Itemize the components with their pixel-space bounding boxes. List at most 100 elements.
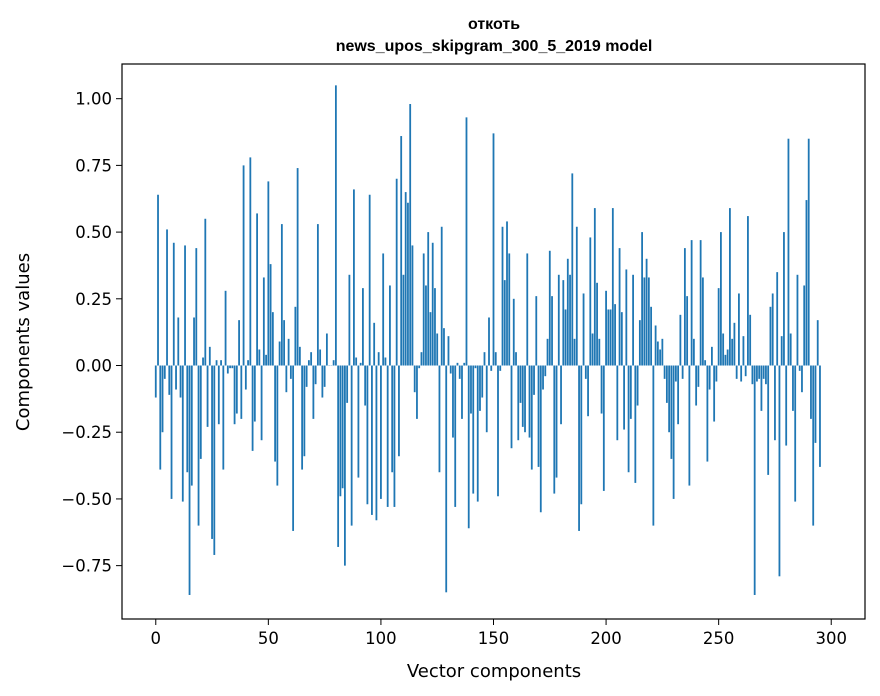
bar-246 xyxy=(708,365,711,390)
bar-275 xyxy=(774,365,776,441)
bar-280 xyxy=(785,365,788,446)
bar-159 xyxy=(512,298,515,366)
bar-79 xyxy=(332,360,335,366)
bar-84 xyxy=(344,365,346,566)
y-tick-label: 1.00 xyxy=(75,90,112,109)
bar-283 xyxy=(792,365,794,411)
bar-248 xyxy=(713,365,716,422)
bar-262 xyxy=(744,365,747,377)
bar-166 xyxy=(528,365,531,438)
bar-39 xyxy=(242,165,245,366)
bar-257 xyxy=(733,322,736,366)
bar-80 xyxy=(334,85,337,366)
bar-232 xyxy=(677,365,680,425)
bar-35 xyxy=(233,365,236,425)
bar-265 xyxy=(751,365,754,385)
bar-72 xyxy=(316,224,319,366)
bar-113 xyxy=(409,104,412,366)
bar-148 xyxy=(488,317,490,366)
bar-270 xyxy=(762,365,765,379)
bar-244 xyxy=(704,360,707,366)
bar-206 xyxy=(618,248,621,366)
bar-51 xyxy=(269,264,272,366)
bar-64 xyxy=(298,346,301,366)
bar-23 xyxy=(206,365,209,427)
bar-253 xyxy=(724,354,727,366)
y-axis-ticks: −0.75 −0.50 −0.25 0.00 0.25 0.50 0.75 1.00 xyxy=(61,90,122,576)
bar-92 xyxy=(362,288,364,366)
bar-25 xyxy=(211,365,213,539)
x-tick-label: 100 xyxy=(365,629,397,648)
bar-71 xyxy=(314,365,317,385)
plot-frame xyxy=(121,63,866,620)
bar-216 xyxy=(641,232,643,366)
bar-274 xyxy=(771,293,774,366)
bar-238 xyxy=(690,240,693,366)
bar-126 xyxy=(438,365,441,473)
bar-88 xyxy=(353,189,355,366)
bar-150 xyxy=(492,133,495,366)
bar-268 xyxy=(758,365,761,379)
bar-116 xyxy=(416,365,418,419)
bar-18 xyxy=(195,248,198,366)
bar-14 xyxy=(186,365,189,473)
bar-213 xyxy=(634,365,637,483)
bar-102 xyxy=(384,357,387,366)
bar-24 xyxy=(208,346,211,366)
bar-220 xyxy=(650,306,653,366)
bar-189 xyxy=(580,365,583,505)
bar-20 xyxy=(199,365,202,459)
bar-234 xyxy=(681,365,684,379)
bar-201 xyxy=(607,309,610,366)
bar-223 xyxy=(656,341,659,366)
bar-163 xyxy=(521,365,524,427)
bar-180 xyxy=(560,365,562,425)
bar-94 xyxy=(366,365,369,505)
bar-47 xyxy=(260,365,263,441)
bar-99 xyxy=(377,352,380,366)
x-tick-label: 50 xyxy=(258,629,279,648)
bar-82 xyxy=(339,365,342,497)
bar-261 xyxy=(742,336,745,366)
bar-164 xyxy=(524,365,526,433)
bar-90 xyxy=(357,365,360,478)
bar-127 xyxy=(440,226,443,366)
bar-21 xyxy=(202,357,204,366)
bar-10 xyxy=(177,317,180,366)
bar-266 xyxy=(753,365,756,595)
bar-59 xyxy=(287,338,290,366)
bar-136 xyxy=(461,365,463,419)
bar-119 xyxy=(422,253,425,366)
bar-181 xyxy=(562,280,565,366)
bar-286 xyxy=(798,365,801,371)
bar-124 xyxy=(434,288,436,366)
bar-222 xyxy=(654,325,657,366)
bar-210 xyxy=(627,365,630,473)
bar-247 xyxy=(711,346,713,366)
bar-95 xyxy=(368,194,371,366)
bar-199 xyxy=(602,365,605,491)
bar-129 xyxy=(445,365,448,593)
bar-190 xyxy=(582,293,585,366)
bar-155 xyxy=(503,280,506,366)
bar-65 xyxy=(301,365,304,470)
bar-138 xyxy=(465,117,468,366)
y-axis-label: Components values xyxy=(13,253,34,431)
bar-237 xyxy=(688,365,691,486)
bar-231 xyxy=(674,365,677,382)
bar-221 xyxy=(652,365,655,526)
bar-289 xyxy=(805,200,808,366)
bar-49 xyxy=(265,354,267,366)
bar-147 xyxy=(485,365,488,433)
bar-68 xyxy=(307,360,310,366)
bar-211 xyxy=(629,365,632,419)
bar-272 xyxy=(767,365,770,475)
bar-146 xyxy=(483,352,486,366)
bar-56 xyxy=(280,224,283,366)
x-tick-label: 200 xyxy=(590,629,622,648)
bar-55 xyxy=(278,341,281,366)
bar-187 xyxy=(575,226,578,366)
bar-19 xyxy=(197,365,200,526)
bar-251 xyxy=(720,232,722,366)
bar-177 xyxy=(553,365,556,494)
